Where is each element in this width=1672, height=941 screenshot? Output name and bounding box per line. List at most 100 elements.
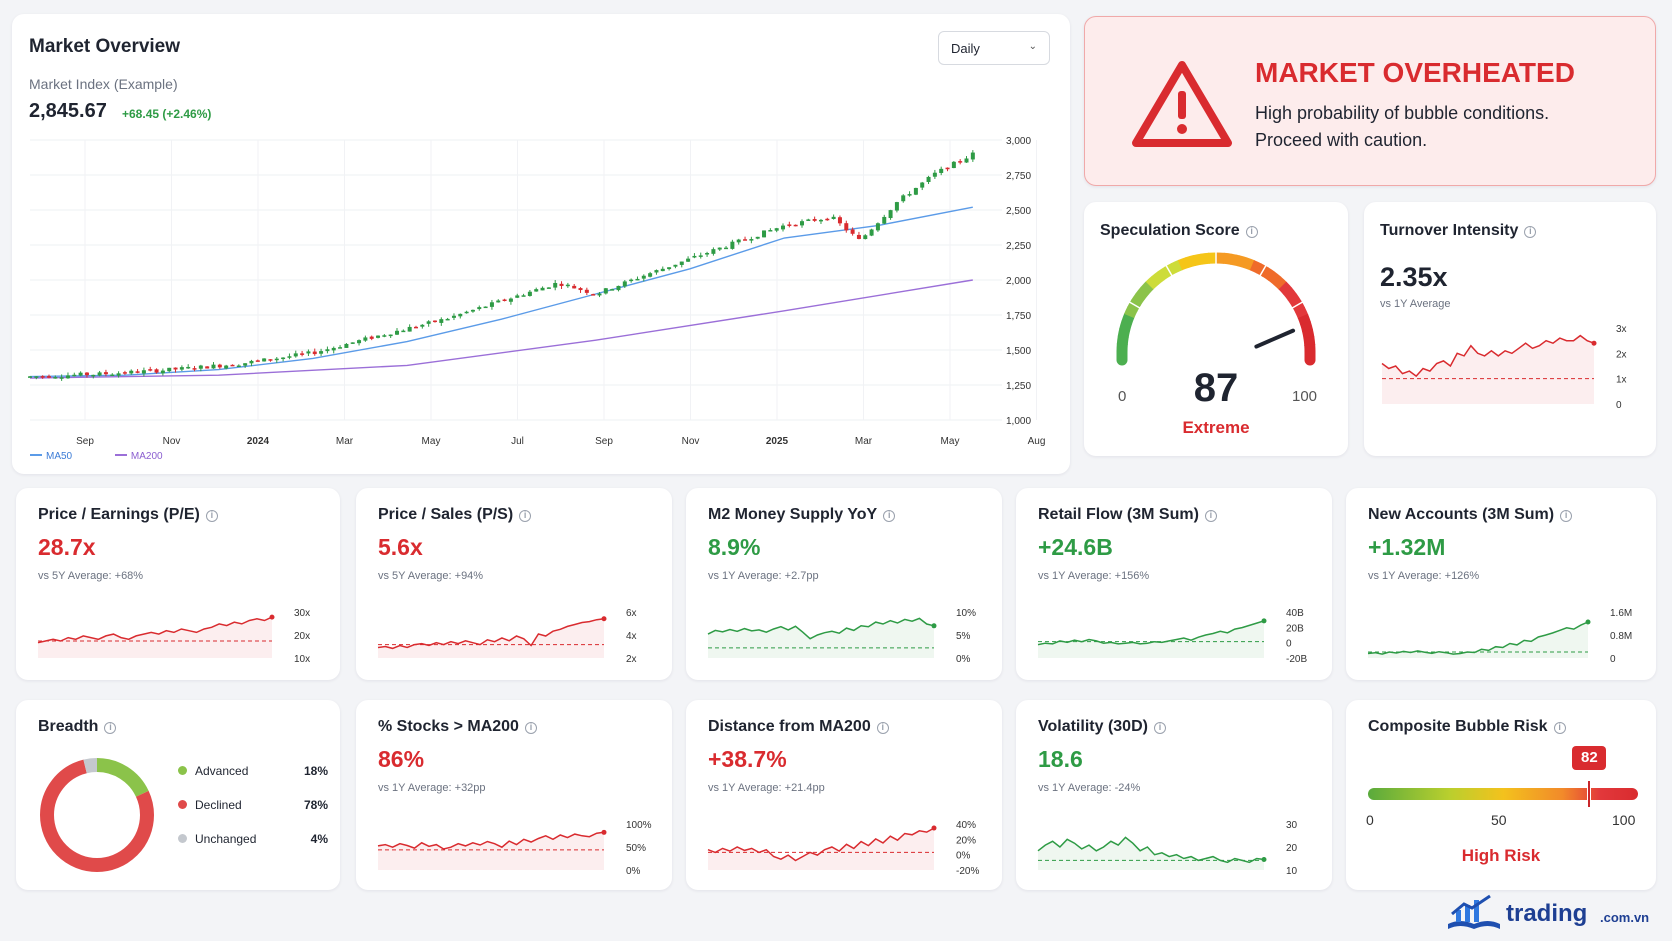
sparkline-tick: 10% [956,608,976,619]
candle-body [426,321,431,324]
sparkline-tick: 0% [956,851,971,862]
breadth-legend-item: Advanced 18% [178,764,328,778]
candlestick-chart[interactable]: Sep Nov 2024 Mar May Jul Sep Nov 2025 Mar May Aug 3,… [12,14,1070,474]
info-icon[interactable]: i [1553,722,1566,734]
candle-body [888,210,893,219]
gauge-needle [1254,328,1296,349]
sparkline-line [707,617,935,640]
period-select[interactable]: Daily ⌄ [938,31,1050,65]
info-icon[interactable]: i [883,510,896,522]
y-tick-label: 2,000 [1006,276,1031,287]
x-tick-label: Nov [682,436,700,447]
x-tick-label: 2024 [247,436,270,447]
info-icon[interactable]: i [524,722,537,734]
legend-ma50: MA50 [30,451,72,462]
metric-sub: vs 1Y Average: -24% [1038,782,1141,794]
candle-body [951,161,956,169]
metric-title: Volatility (30D) i [1038,718,1166,736]
candle-body [635,278,640,281]
turnover-sparkline: 3x 2x 1x 0 [1381,324,1627,411]
candle-body [565,284,570,287]
candle-body [882,216,887,224]
candle-body [40,376,45,378]
info-icon[interactable]: i [205,510,218,522]
candle-body [84,372,89,376]
candle-body [730,241,735,249]
candle-body [477,307,482,310]
candle-body [869,229,874,236]
candle-body [186,366,191,369]
x-tick-label: Sep [595,436,613,447]
speculation-title: Speculation Score i [1100,222,1258,240]
candle-body [597,293,602,296]
market-overview-card: Market Overview Market Index (Example) 2… [12,14,1070,474]
candle-body [53,377,58,379]
candle-body [736,239,741,243]
candle-body [445,318,450,321]
sparkline-line [1037,836,1265,864]
candle-body [312,351,317,355]
candle-body [65,375,70,379]
candle-body [825,218,830,221]
sparkline-line [1381,334,1595,378]
info-icon[interactable]: i [876,722,889,734]
candle-body [217,364,222,368]
candle-body [338,347,343,349]
info-icon[interactable]: i [1153,722,1166,734]
risk-max: 100 [1612,812,1636,828]
x-tick-label: 2025 [766,436,789,447]
candle-body [907,194,912,196]
candle-body [103,372,108,375]
candle-body [850,229,855,234]
gauge-tick [1259,265,1267,277]
metric-title: Composite Bubble Risk i [1368,718,1566,736]
candle-body [255,360,260,362]
candle-body [546,287,551,289]
candle-body [489,302,494,307]
sparkline-tick: 20B [1286,623,1304,634]
info-icon[interactable]: i [519,510,532,522]
candle-body [350,342,355,344]
gauge-segment [1302,328,1315,339]
info-icon[interactable]: i [1524,226,1537,238]
metric-card: Breadth i Advanced 18% Declined 78% Uncha… [16,700,340,890]
metric-sub: vs 1Y Average: +2.7pp [708,570,819,582]
sparkline-endpoint [1261,618,1267,624]
metric-card: New Accounts (3M Sum) i +1.32M vs 1Y Averag… [1346,488,1656,680]
info-icon[interactable]: i [1245,226,1258,238]
gauge-segment [1249,260,1262,274]
candle-body [667,267,672,270]
index-change: +68.45 (+2.46%) [122,107,212,121]
gauge-segment [1121,313,1135,325]
period-select-value: Daily [951,41,980,56]
info-icon[interactable]: i [1204,510,1217,522]
candle-body [793,224,798,227]
candle-body [964,158,969,163]
candle-body [926,176,931,182]
y-tick-label: 2,500 [1006,206,1031,217]
y-tick-label: 1,000 [1006,416,1031,427]
sparkline-line [377,831,605,850]
candle-body [376,335,381,338]
info-icon[interactable]: i [1560,510,1573,522]
sparkline-tick: 30 [1286,820,1298,831]
metric-sparkline: 30 20 10 [1037,820,1298,877]
sparkline-tick: 0% [626,866,641,877]
gauge-min: 0 [1118,388,1127,405]
y-tick-label: 1,750 [1006,311,1031,322]
candle-body [306,351,311,354]
sparkline-endpoint [931,623,937,629]
gauge-segment [1119,320,1133,332]
sparkline-tick: 20% [956,835,976,846]
candle-body [198,365,203,369]
chart-legend: MA50 MA200 [30,451,163,462]
sparkline-area [1038,620,1264,658]
risk-mid: 50 [1491,812,1507,828]
info-icon[interactable]: i [104,722,117,734]
metric-sub: vs 1Y Average: +156% [1038,570,1150,582]
candle-body [464,311,469,314]
candle-body [724,247,729,250]
metric-sub: vs 1Y Average: +32pp [378,782,486,794]
candle-body [173,367,178,370]
candle-body [72,374,77,377]
